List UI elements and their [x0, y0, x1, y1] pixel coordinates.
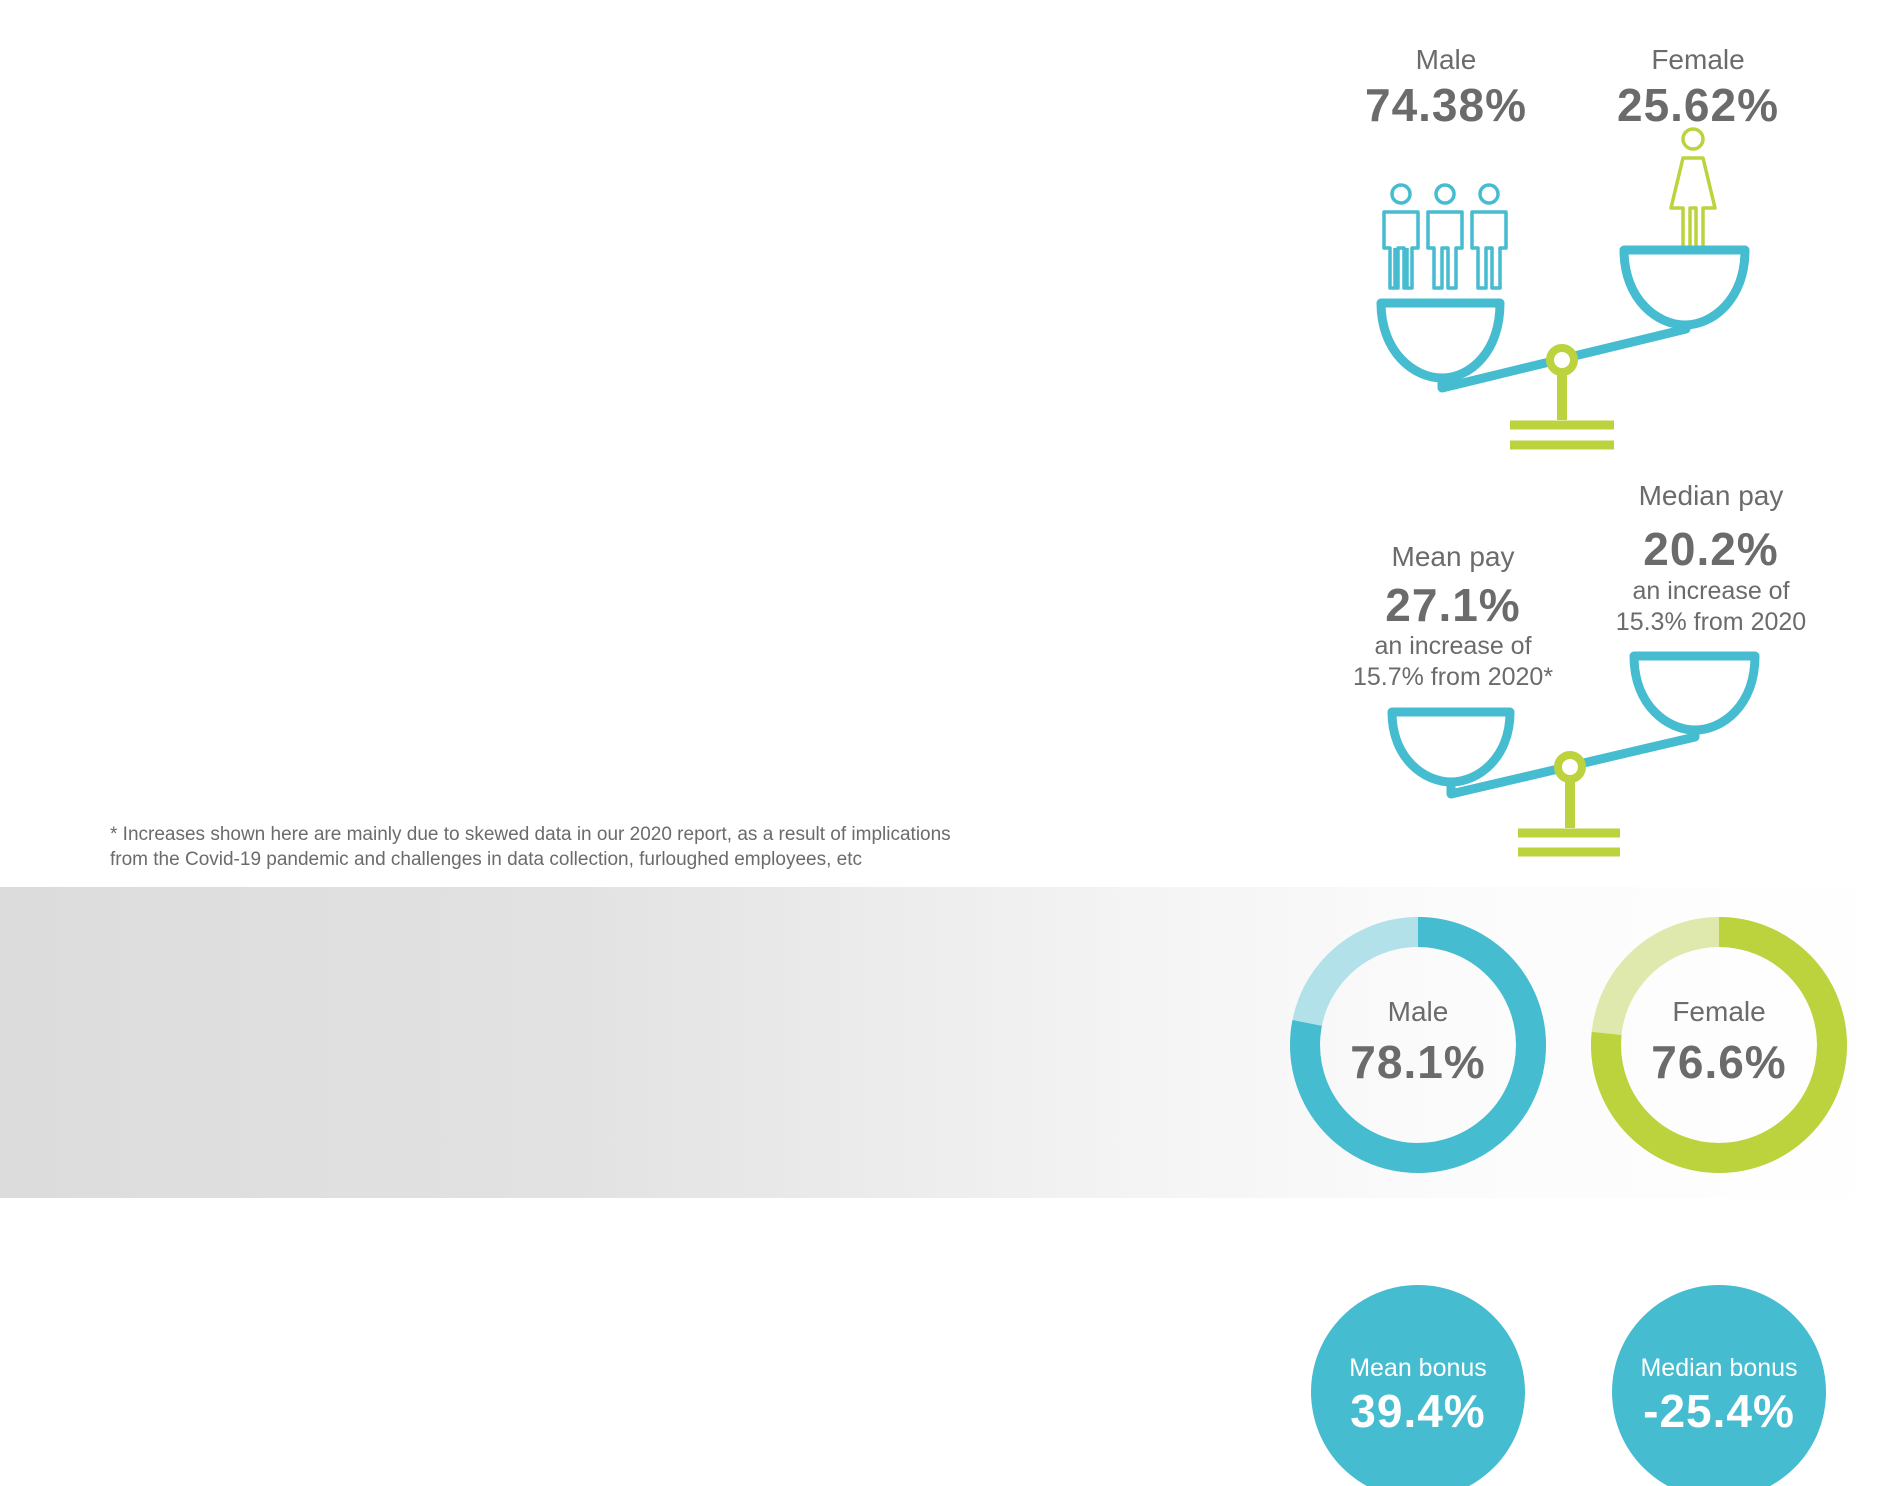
- footnote-line2: from the Covid-19 pandemic and challenge…: [110, 849, 863, 870]
- median-pay-label: Median pay: [1638, 480, 1784, 511]
- footnote: * Increases shown here are mainly due to…: [110, 822, 951, 872]
- female-percentage: 25.62%: [1616, 79, 1779, 131]
- mean-bonus-label: Mean bonus: [1349, 1354, 1487, 1382]
- female-bonus-label: Female: [1672, 996, 1766, 1027]
- female-bonus-value: 76.6%: [1651, 1036, 1787, 1088]
- female-label: Female: [1651, 44, 1745, 75]
- mean-pay-note-line2: 15.7% from 2020*: [1352, 663, 1554, 691]
- mean-pay-label: Mean pay: [1391, 541, 1515, 572]
- male-bonus-donut: [1290, 917, 1546, 1173]
- male-bonus-value: 78.1%: [1350, 1036, 1486, 1088]
- median-bonus-value: -25.4%: [1643, 1385, 1795, 1437]
- male-figure-icon: [1382, 183, 1508, 290]
- median-bonus-label: Median bonus: [1640, 1354, 1798, 1382]
- median-pay-value: 20.2%: [1643, 523, 1779, 575]
- female-figure-icon: [1669, 127, 1717, 250]
- male-bonus-label: Male: [1387, 996, 1449, 1027]
- male-donut-arc: [1290, 917, 1546, 1173]
- workforce-scale-graphic: [1376, 127, 1750, 450]
- mean-bonus-circle: [1311, 1285, 1525, 1486]
- median-bonus-circle: [1612, 1285, 1826, 1486]
- mean-bonus-value: 39.4%: [1350, 1385, 1486, 1437]
- bonus-section-background: [0, 887, 1901, 1198]
- mean-pay-note-line1: an increase of: [1374, 632, 1532, 660]
- pay-gap-scale-graphic: [1387, 651, 1760, 857]
- female-donut-arc: [1591, 917, 1847, 1173]
- median-pay-note-line1: an increase of: [1632, 577, 1790, 605]
- male-percentage: 74.38%: [1364, 79, 1527, 131]
- male-label: Male: [1415, 44, 1477, 75]
- female-bonus-donut: [1591, 917, 1847, 1173]
- footnote-line1: * Increases shown here are mainly due to…: [110, 824, 951, 845]
- median-pay-note-line2: 15.3% from 2020: [1615, 608, 1807, 636]
- mean-pay-value: 27.1%: [1385, 579, 1521, 631]
